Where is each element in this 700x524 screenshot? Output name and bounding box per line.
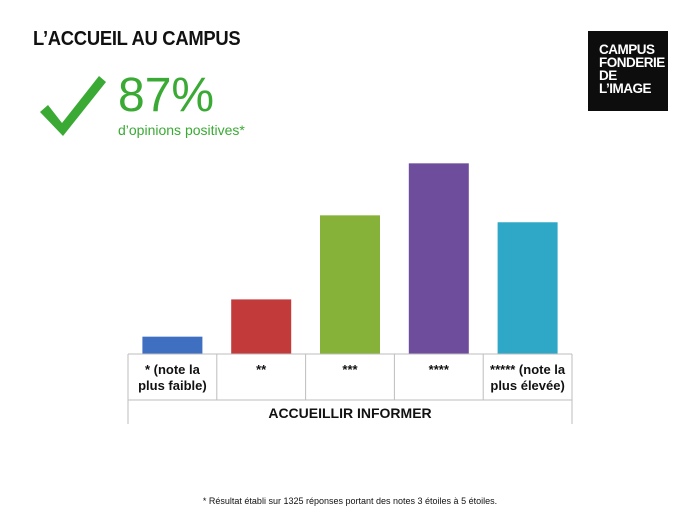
check-icon	[40, 76, 106, 136]
logo-line: FONDERIE	[599, 55, 665, 70]
campus-logo: CAMPUS FONDERIE DE L’IMAGE	[588, 31, 668, 111]
page-title: L’ACCUEIL AU CAMPUS	[33, 28, 241, 50]
tick-label-3: ***	[342, 362, 358, 377]
logo-line: CAMPUS	[599, 42, 655, 57]
logo-line: L’IMAGE	[599, 81, 652, 96]
kpi-value: 87%	[118, 69, 215, 122]
bar-5	[497, 222, 558, 354]
tick-label-4: ****	[429, 362, 450, 377]
bar-4	[408, 163, 469, 354]
bar-1	[142, 336, 203, 354]
bar-3	[320, 215, 380, 354]
logo-line: DE	[599, 68, 617, 83]
x-axis-title: ACCUEILLIR INFORMER	[268, 405, 431, 421]
tick-label-5: ***** (note la plus élevée)	[490, 362, 566, 393]
tick-label-1: * (note la plus faible)	[138, 362, 207, 393]
bar-2	[231, 299, 292, 354]
footnote: * Résultat établi sur 1325 réponses port…	[202, 496, 498, 506]
tick-label-2: **	[256, 362, 267, 377]
kpi-caption: d’opinions positives*	[118, 122, 245, 138]
